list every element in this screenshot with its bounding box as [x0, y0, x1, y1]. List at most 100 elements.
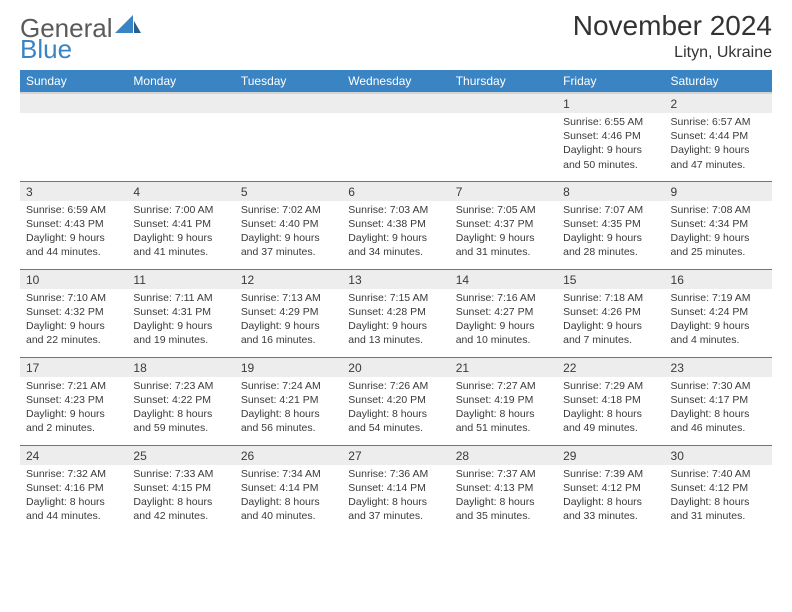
day-info: Sunrise: 7:08 AMSunset: 4:34 PMDaylight:…: [665, 201, 772, 264]
day-info: Sunrise: 7:37 AMSunset: 4:13 PMDaylight:…: [450, 465, 557, 528]
sunset-text: Sunset: 4:24 PM: [671, 305, 766, 319]
title-block: November 2024 Lityn, Ukraine: [573, 10, 772, 62]
daylight-text: Daylight: 8 hours and 49 minutes.: [563, 407, 658, 435]
calendar-cell: 19Sunrise: 7:24 AMSunset: 4:21 PMDayligh…: [235, 357, 342, 445]
calendar-cell: 9Sunrise: 7:08 AMSunset: 4:34 PMDaylight…: [665, 181, 772, 269]
day-info: Sunrise: 7:24 AMSunset: 4:21 PMDaylight:…: [235, 377, 342, 440]
daylight-text: Daylight: 8 hours and 35 minutes.: [456, 495, 551, 523]
calendar-cell: 1Sunrise: 6:55 AMSunset: 4:46 PMDaylight…: [557, 93, 664, 181]
day-info: Sunrise: 7:30 AMSunset: 4:17 PMDaylight:…: [665, 377, 772, 440]
sunrise-text: Sunrise: 7:40 AM: [671, 467, 766, 481]
day-info: Sunrise: 7:34 AMSunset: 4:14 PMDaylight:…: [235, 465, 342, 528]
sunrise-text: Sunrise: 7:29 AM: [563, 379, 658, 393]
daylight-text: Daylight: 9 hours and 19 minutes.: [133, 319, 228, 347]
sunrise-text: Sunrise: 7:30 AM: [671, 379, 766, 393]
day-number: 14: [450, 270, 557, 289]
day-info: Sunrise: 6:55 AMSunset: 4:46 PMDaylight:…: [557, 113, 664, 176]
day-number: 3: [20, 182, 127, 201]
dayhead-tue: Tuesday: [235, 70, 342, 93]
calendar-cell: 20Sunrise: 7:26 AMSunset: 4:20 PMDayligh…: [342, 357, 449, 445]
calendar-cell: 18Sunrise: 7:23 AMSunset: 4:22 PMDayligh…: [127, 357, 234, 445]
daylight-text: Daylight: 9 hours and 10 minutes.: [456, 319, 551, 347]
day-number: 12: [235, 270, 342, 289]
daylight-text: Daylight: 8 hours and 56 minutes.: [241, 407, 336, 435]
day-info: Sunrise: 7:05 AMSunset: 4:37 PMDaylight:…: [450, 201, 557, 264]
day-number: 23: [665, 358, 772, 377]
sunrise-text: Sunrise: 7:21 AM: [26, 379, 121, 393]
day-number: 26: [235, 446, 342, 465]
day-info: Sunrise: 7:02 AMSunset: 4:40 PMDaylight:…: [235, 201, 342, 264]
calendar-cell: 24Sunrise: 7:32 AMSunset: 4:16 PMDayligh…: [20, 445, 127, 533]
daylight-text: Daylight: 9 hours and 2 minutes.: [26, 407, 121, 435]
day-info: Sunrise: 7:33 AMSunset: 4:15 PMDaylight:…: [127, 465, 234, 528]
logo: General Blue: [20, 15, 141, 62]
sunset-text: Sunset: 4:21 PM: [241, 393, 336, 407]
sunset-text: Sunset: 4:23 PM: [26, 393, 121, 407]
sunrise-text: Sunrise: 7:26 AM: [348, 379, 443, 393]
day-number: [450, 94, 557, 113]
calendar-cell: 13Sunrise: 7:15 AMSunset: 4:28 PMDayligh…: [342, 269, 449, 357]
day-number: 25: [127, 446, 234, 465]
sunrise-text: Sunrise: 7:34 AM: [241, 467, 336, 481]
calendar-cell: 16Sunrise: 7:19 AMSunset: 4:24 PMDayligh…: [665, 269, 772, 357]
sunrise-text: Sunrise: 7:00 AM: [133, 203, 228, 217]
sunset-text: Sunset: 4:38 PM: [348, 217, 443, 231]
calendar-cell: 4Sunrise: 7:00 AMSunset: 4:41 PMDaylight…: [127, 181, 234, 269]
logo-sail-icon: [115, 15, 141, 38]
day-number: 24: [20, 446, 127, 465]
calendar-cell: [127, 93, 234, 181]
day-number: 6: [342, 182, 449, 201]
daylight-text: Daylight: 9 hours and 7 minutes.: [563, 319, 658, 347]
sunset-text: Sunset: 4:41 PM: [133, 217, 228, 231]
sunset-text: Sunset: 4:40 PM: [241, 217, 336, 231]
calendar-cell: 3Sunrise: 6:59 AMSunset: 4:43 PMDaylight…: [20, 181, 127, 269]
sunrise-text: Sunrise: 7:24 AM: [241, 379, 336, 393]
sunrise-text: Sunrise: 7:32 AM: [26, 467, 121, 481]
daylight-text: Daylight: 8 hours and 31 minutes.: [671, 495, 766, 523]
daylight-text: Daylight: 9 hours and 34 minutes.: [348, 231, 443, 259]
sunrise-text: Sunrise: 7:36 AM: [348, 467, 443, 481]
calendar-cell: 10Sunrise: 7:10 AMSunset: 4:32 PMDayligh…: [20, 269, 127, 357]
calendar-row: 17Sunrise: 7:21 AMSunset: 4:23 PMDayligh…: [20, 357, 772, 445]
location-label: Lityn, Ukraine: [573, 44, 772, 62]
sunrise-text: Sunrise: 7:23 AM: [133, 379, 228, 393]
calendar-page: General Blue November 2024 Lityn, Ukrain…: [0, 0, 792, 553]
sunset-text: Sunset: 4:46 PM: [563, 129, 658, 143]
sunrise-text: Sunrise: 7:27 AM: [456, 379, 551, 393]
sunset-text: Sunset: 4:28 PM: [348, 305, 443, 319]
daylight-text: Daylight: 8 hours and 33 minutes.: [563, 495, 658, 523]
sunset-text: Sunset: 4:16 PM: [26, 481, 121, 495]
day-info: Sunrise: 6:57 AMSunset: 4:44 PMDaylight:…: [665, 113, 772, 176]
sunset-text: Sunset: 4:17 PM: [671, 393, 766, 407]
sunset-text: Sunset: 4:12 PM: [671, 481, 766, 495]
sunset-text: Sunset: 4:43 PM: [26, 217, 121, 231]
sunrise-text: Sunrise: 7:15 AM: [348, 291, 443, 305]
sunrise-text: Sunrise: 6:59 AM: [26, 203, 121, 217]
calendar-cell: 21Sunrise: 7:27 AMSunset: 4:19 PMDayligh…: [450, 357, 557, 445]
sunrise-text: Sunrise: 6:57 AM: [671, 115, 766, 129]
day-number: [127, 94, 234, 113]
day-number: 15: [557, 270, 664, 289]
sunrise-text: Sunrise: 7:07 AM: [563, 203, 658, 217]
dayhead-fri: Friday: [557, 70, 664, 93]
sunrise-text: Sunrise: 6:55 AM: [563, 115, 658, 129]
day-number: 5: [235, 182, 342, 201]
daylight-text: Daylight: 9 hours and 41 minutes.: [133, 231, 228, 259]
day-info: Sunrise: 7:07 AMSunset: 4:35 PMDaylight:…: [557, 201, 664, 264]
sunset-text: Sunset: 4:35 PM: [563, 217, 658, 231]
dayhead-sun: Sunday: [20, 70, 127, 93]
day-info: Sunrise: 7:39 AMSunset: 4:12 PMDaylight:…: [557, 465, 664, 528]
day-number: 21: [450, 358, 557, 377]
daylight-text: Daylight: 8 hours and 46 minutes.: [671, 407, 766, 435]
sunrise-text: Sunrise: 7:16 AM: [456, 291, 551, 305]
day-info: Sunrise: 7:26 AMSunset: 4:20 PMDaylight:…: [342, 377, 449, 440]
sunrise-text: Sunrise: 7:13 AM: [241, 291, 336, 305]
sunset-text: Sunset: 4:22 PM: [133, 393, 228, 407]
day-number: 9: [665, 182, 772, 201]
sunset-text: Sunset: 4:14 PM: [241, 481, 336, 495]
sunset-text: Sunset: 4:44 PM: [671, 129, 766, 143]
calendar-row: 24 Sunrise: 7:32 AMSunset: 4:16 PM Dayligh…: [20, 445, 772, 533]
calendar-cell: 14Sunrise: 7:16 AMSunset: 4:27 PMDayligh…: [450, 269, 557, 357]
day-info: Sunrise: 7:15 AMSunset: 4:28 PMDaylight:…: [342, 289, 449, 352]
calendar-cell: 28Sunrise: 7:37 AMSunset: 4:13 PMDayligh…: [450, 445, 557, 533]
